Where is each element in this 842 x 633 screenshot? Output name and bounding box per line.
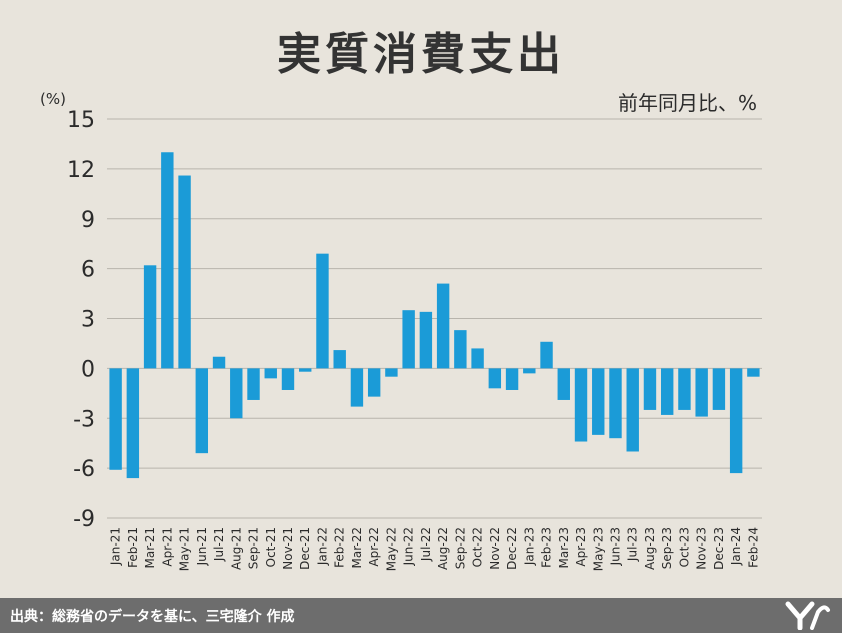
x-tick-label: Jun-22 bbox=[402, 527, 416, 566]
x-tick-label: Mar-22 bbox=[350, 527, 364, 568]
chart-subtitle: 前年同月比、% bbox=[618, 91, 757, 115]
bar bbox=[695, 368, 708, 417]
x-tick-label: May-22 bbox=[384, 527, 398, 571]
y-tick-label: -3 bbox=[73, 407, 95, 432]
y-axis-label: (%) bbox=[40, 90, 66, 108]
bar bbox=[454, 330, 467, 369]
x-tick-label: Jan-21 bbox=[109, 527, 123, 566]
x-tick-label: Aug-21 bbox=[229, 527, 243, 570]
bar bbox=[230, 368, 243, 419]
x-tick-label: Apr-21 bbox=[160, 527, 174, 567]
bar bbox=[729, 368, 743, 474]
bar bbox=[678, 368, 691, 410]
bar bbox=[436, 283, 450, 369]
x-tick-label: Jan-23 bbox=[522, 527, 536, 566]
logo-icon bbox=[785, 601, 830, 630]
bar bbox=[212, 356, 226, 369]
x-tick-label: Jun-21 bbox=[195, 527, 209, 566]
x-tick-label: Aug-22 bbox=[436, 527, 450, 570]
y-tick-label: -6 bbox=[73, 457, 95, 482]
x-tick-label: Dec-22 bbox=[505, 527, 519, 570]
bar bbox=[126, 368, 140, 479]
x-tick-label: Jul-22 bbox=[419, 527, 433, 562]
x-tick-label: Sep-23 bbox=[660, 527, 674, 569]
x-tick-label: Jul-21 bbox=[212, 527, 226, 562]
x-tick-label: Mar-23 bbox=[557, 527, 571, 568]
y-tick-label: 0 bbox=[81, 357, 95, 382]
x-tick-label: Feb-23 bbox=[540, 527, 554, 568]
bar bbox=[609, 368, 622, 439]
bar bbox=[557, 368, 570, 400]
y-tick-label: 6 bbox=[81, 258, 95, 283]
x-tick-label: Feb-24 bbox=[746, 527, 760, 568]
x-tick-label: Dec-23 bbox=[712, 527, 726, 570]
footer-bar: 出典：総務省のデータを基に、三宅隆介 作成 bbox=[0, 598, 842, 633]
bar bbox=[299, 368, 312, 372]
y-tick-label: 9 bbox=[81, 208, 95, 233]
x-tick-label: Nov-21 bbox=[281, 527, 295, 570]
bar bbox=[712, 368, 726, 410]
bar bbox=[350, 368, 364, 407]
bar bbox=[471, 348, 484, 369]
x-tick-label: Nov-23 bbox=[695, 527, 709, 570]
bar bbox=[143, 265, 157, 369]
x-tick-label: Sep-21 bbox=[247, 527, 261, 569]
x-tick-label: Sep-22 bbox=[453, 527, 467, 569]
x-tick-label: Aug-23 bbox=[643, 527, 657, 570]
bar bbox=[264, 368, 277, 379]
bar bbox=[523, 368, 536, 374]
bar bbox=[505, 368, 519, 390]
bar bbox=[247, 368, 260, 400]
bar bbox=[660, 368, 674, 415]
x-tick-label: Mar-21 bbox=[143, 527, 157, 568]
bar bbox=[488, 368, 502, 389]
x-tick-label: Jul-23 bbox=[626, 527, 640, 562]
bar bbox=[161, 152, 174, 369]
bar bbox=[316, 253, 329, 369]
x-tick-label: Oct-23 bbox=[677, 527, 691, 567]
bar bbox=[178, 175, 191, 369]
y-tick-label: 15 bbox=[67, 108, 95, 133]
bar bbox=[574, 368, 588, 442]
x-tick-label: May-23 bbox=[591, 527, 605, 571]
x-tick-label: Apr-23 bbox=[574, 527, 588, 567]
source-note: 出典：総務省のデータを基に、三宅隆介 作成 bbox=[10, 609, 295, 625]
bar bbox=[109, 368, 122, 470]
bar bbox=[281, 368, 295, 390]
x-tick-label: May-21 bbox=[178, 527, 192, 571]
x-tick-label: Jan-22 bbox=[315, 527, 329, 566]
x-tick-label: Oct-22 bbox=[471, 527, 485, 567]
bar bbox=[367, 368, 381, 397]
bar bbox=[402, 310, 415, 369]
y-tick-label: 3 bbox=[81, 308, 95, 333]
x-tick-label: Feb-22 bbox=[333, 527, 347, 568]
x-tick-label: Oct-21 bbox=[264, 527, 278, 567]
y-tick-label: -9 bbox=[73, 507, 95, 532]
y-tick-label: 12 bbox=[67, 158, 95, 183]
bars bbox=[109, 152, 760, 479]
y-tick-labels: 15 12 9 6 3 0 -3 -6 -9 bbox=[67, 108, 95, 532]
x-tick-label: Dec-21 bbox=[298, 527, 312, 570]
bar bbox=[747, 368, 760, 377]
x-tick-label: Jan-24 bbox=[729, 527, 743, 566]
x-tick-labels: Jan-21 Feb-21 Mar-21 Apr-21 May-21 Jun-21 Jul-… bbox=[109, 527, 761, 571]
grid-lines bbox=[107, 118, 762, 519]
x-tick-label: Apr-22 bbox=[367, 527, 381, 567]
bar bbox=[643, 368, 657, 410]
bar bbox=[419, 311, 433, 369]
bar bbox=[626, 368, 639, 452]
bar bbox=[195, 368, 209, 454]
bar bbox=[540, 341, 553, 369]
x-tick-label: Feb-21 bbox=[126, 527, 140, 568]
bar bbox=[592, 368, 605, 435]
x-tick-label: Nov-22 bbox=[488, 527, 502, 570]
bar-chart: 15 12 9 6 3 0 -3 -6 -9 Jan-21 Feb-21 Mar-21 Apr-21 M… bbox=[40, 90, 762, 571]
bar bbox=[333, 350, 346, 369]
chart-title: 実質消費支出 bbox=[277, 29, 565, 80]
bar bbox=[385, 368, 398, 377]
x-tick-label: Jun-23 bbox=[608, 527, 622, 566]
